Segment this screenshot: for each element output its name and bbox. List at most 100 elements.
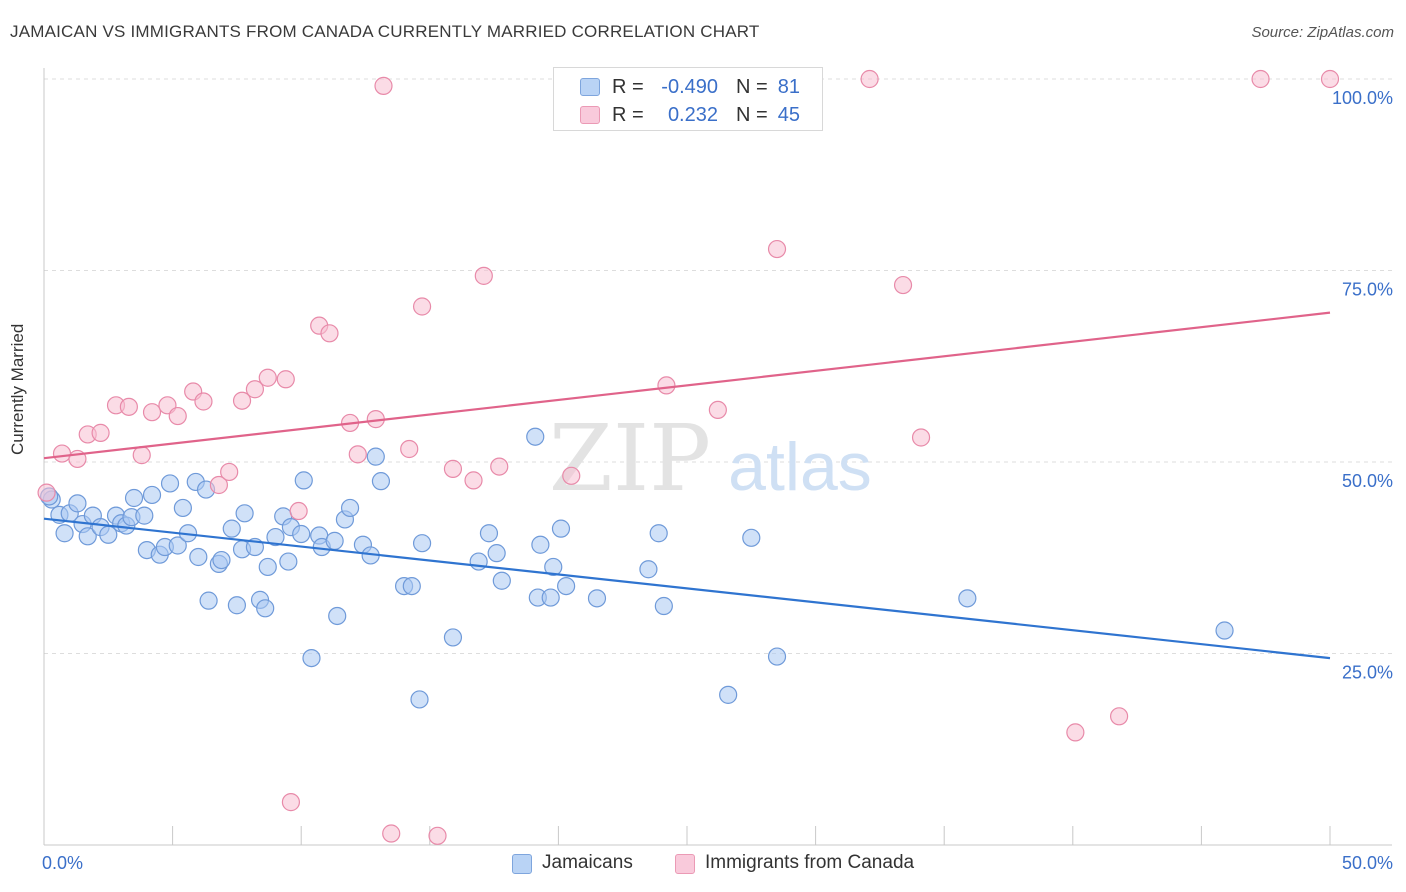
jamaican-point bbox=[256, 599, 275, 618]
jamaican-point bbox=[487, 544, 506, 563]
jamaican-point bbox=[371, 472, 391, 491]
series-legend: Jamaicans Immigrants from Canada bbox=[0, 851, 1406, 879]
watermark-zip: ZIP bbox=[549, 405, 711, 512]
canada-point bbox=[1109, 707, 1129, 726]
jamaican-point bbox=[1215, 621, 1234, 640]
jamaican-point bbox=[212, 550, 231, 570]
canada-point bbox=[37, 483, 56, 502]
canada-point bbox=[276, 370, 295, 389]
jamaican-point bbox=[279, 552, 298, 571]
canada-point bbox=[428, 826, 447, 845]
grid-lines bbox=[44, 78, 1392, 654]
canada-point bbox=[132, 446, 151, 465]
canada-point bbox=[443, 459, 463, 478]
canada-point bbox=[1066, 723, 1085, 742]
canada-point bbox=[91, 423, 110, 442]
canada-point bbox=[767, 239, 787, 259]
r-label: R = bbox=[612, 76, 644, 98]
r-label: R = bbox=[612, 104, 644, 126]
canada-point bbox=[348, 445, 367, 464]
canada-point bbox=[289, 501, 308, 521]
jamaican-point bbox=[557, 576, 576, 596]
canada-trend-line bbox=[43, 311, 1331, 460]
n-label: N = bbox=[736, 76, 768, 98]
x-tick-label: 0.0% bbox=[42, 853, 83, 873]
legend-row-canada: R = 0.232 N = 45 bbox=[554, 100, 822, 130]
jamaican-point bbox=[541, 588, 560, 607]
axes bbox=[43, 68, 1392, 846]
jamaican-point bbox=[173, 498, 192, 518]
jamaican-point bbox=[958, 589, 977, 608]
jamaican-point bbox=[742, 528, 761, 547]
y-tick-label: 25.0% bbox=[1342, 663, 1393, 683]
canada-point bbox=[374, 76, 393, 95]
jamaican-point bbox=[189, 547, 208, 567]
jamaican-point bbox=[325, 531, 344, 550]
jamaican-point bbox=[639, 560, 658, 579]
jamaican-point bbox=[68, 494, 87, 513]
jamaican-point bbox=[412, 534, 432, 553]
jamaican-point bbox=[719, 685, 738, 704]
jamaican-point bbox=[78, 527, 97, 546]
canada-point bbox=[708, 400, 727, 420]
jamaican-trend-line bbox=[43, 517, 1331, 660]
correlation-legend: R = -0.490 N = 81 R = 0.232 N = 45 bbox=[553, 67, 823, 131]
jamaican-point bbox=[654, 596, 673, 616]
legend-label-canada: Immigrants from Canada bbox=[705, 852, 915, 873]
jamaican-point bbox=[526, 427, 545, 446]
canada-point bbox=[220, 462, 239, 482]
canada-point bbox=[382, 824, 401, 843]
watermark: ZIP atlas bbox=[549, 405, 872, 512]
jamaican-point bbox=[340, 498, 360, 518]
canada-point bbox=[490, 457, 509, 476]
jamaican-point bbox=[258, 557, 277, 577]
jamaican-point bbox=[302, 648, 321, 668]
jamaican-point bbox=[402, 576, 421, 596]
canada-point bbox=[400, 439, 419, 459]
canada-point bbox=[893, 275, 913, 295]
jamaican-point bbox=[767, 647, 787, 666]
jamaican-point bbox=[199, 591, 218, 610]
jamaican-point bbox=[328, 606, 347, 626]
x-tick-label: 50.0% bbox=[1342, 853, 1393, 873]
legend-row-jamaicans: R = -0.490 N = 81 bbox=[554, 72, 822, 102]
jamaican-point bbox=[544, 557, 563, 577]
canada-point bbox=[860, 69, 879, 89]
jamaican-point bbox=[160, 474, 180, 493]
jamaican-point bbox=[294, 471, 313, 490]
source-credit: Source: ZipAtlas.com bbox=[1251, 24, 1394, 41]
canada-point bbox=[142, 403, 162, 422]
jamaican-point bbox=[492, 571, 511, 590]
canada-point bbox=[168, 406, 187, 426]
trend-lines bbox=[43, 311, 1331, 660]
jamaican-point bbox=[235, 504, 254, 523]
canada-point bbox=[911, 428, 931, 447]
legend-label-jamaicans: Jamaicans bbox=[542, 852, 633, 873]
legend-swatch-pink bbox=[580, 106, 600, 124]
jamaican-point bbox=[124, 488, 144, 508]
canada-point bbox=[562, 466, 581, 485]
jamaican-point bbox=[531, 535, 550, 554]
jamaican-point bbox=[135, 506, 154, 525]
canada-point bbox=[412, 297, 432, 316]
jamaican-point bbox=[443, 628, 463, 647]
jamaican-point bbox=[292, 524, 311, 544]
n-label: N = bbox=[736, 104, 768, 126]
n-value: 45 bbox=[777, 104, 800, 126]
watermark-atlas: atlas bbox=[728, 429, 872, 505]
jamaican-point bbox=[168, 536, 187, 555]
canada-point bbox=[119, 397, 138, 416]
legend-swatch-blue bbox=[580, 78, 600, 96]
legend-swatch-canada bbox=[675, 854, 695, 874]
canada-point bbox=[1251, 69, 1270, 89]
canada-point bbox=[258, 368, 277, 387]
canada-point bbox=[320, 324, 339, 343]
legend-swatch-jamaicans bbox=[512, 854, 532, 874]
jamaican-point bbox=[649, 524, 668, 543]
jamaican-point bbox=[222, 519, 241, 538]
chart-title: JAMAICAN VS IMMIGRANTS FROM CANADA CURRE… bbox=[10, 22, 760, 41]
jamaican-point bbox=[366, 447, 385, 466]
jamaican-point bbox=[587, 589, 607, 608]
jamaican-point bbox=[266, 527, 285, 547]
